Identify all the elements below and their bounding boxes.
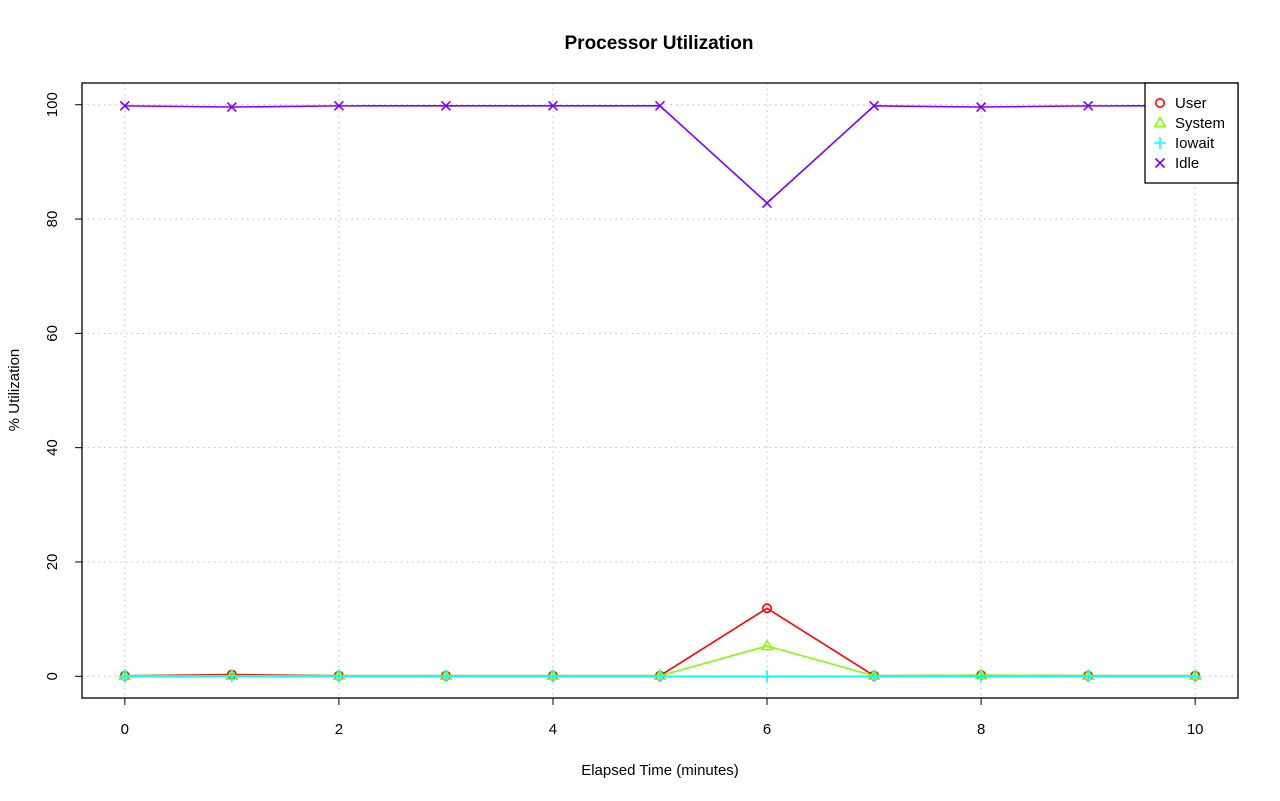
legend-idle-marker: [1154, 157, 1166, 169]
y-axis: 0 20 40 60 80 100: [44, 92, 83, 680]
x-axis: 0 2 4 6 8 10: [121, 697, 1204, 738]
legend-item-iowait: Iowait: [1154, 135, 1215, 152]
x-tick-label: 2: [335, 721, 343, 738]
series-idle-point: [654, 100, 666, 111]
series-lines: [118, 100, 1202, 683]
legend-item-system: System: [1153, 115, 1225, 132]
y-tick-label: 40: [44, 439, 61, 456]
y-tick-label: 0: [44, 672, 61, 680]
series-idle-point: [547, 100, 559, 111]
chart-title: Processor Utilization: [565, 33, 754, 54]
series-iowait-point: [975, 670, 988, 683]
x-axis-label: Elapsed Time (minutes): [581, 762, 739, 779]
series-idle-point: [440, 100, 451, 111]
legend-system-label: System: [1175, 115, 1225, 132]
y-axis-label: % Utilization: [6, 349, 23, 432]
series-idle-point: [119, 100, 130, 111]
legend-idle-label: Idle: [1175, 155, 1199, 172]
series-iowait-point: [225, 670, 238, 683]
y-tick-label: 60: [44, 325, 61, 342]
series-iowait-point: [1082, 670, 1095, 683]
series-iowait-point: [439, 670, 452, 683]
series-system-point: [760, 638, 774, 651]
series-iowait-point: [332, 670, 345, 683]
grid-lines: [82, 83, 1238, 698]
series-iowait-point: [761, 670, 774, 683]
series-user-point: [762, 603, 773, 614]
series-idle-point: [761, 197, 773, 209]
series-iowait-point: [868, 670, 881, 683]
series-idle-point: [1083, 100, 1094, 111]
plot-area-frame: [81, 82, 1239, 699]
legend-system-marker: [1153, 115, 1167, 128]
legend-user-marker: [1155, 98, 1166, 109]
series-user-line: [124, 607, 1196, 677]
legend-item-idle: Idle: [1154, 155, 1199, 172]
legend-box: [1144, 82, 1239, 184]
x-tick-label: 10: [1187, 721, 1204, 738]
series-idle-point: [976, 101, 987, 113]
series-idle-line: [124, 105, 1196, 205]
series-iowait-point: [546, 670, 559, 683]
series-user: [119, 603, 1201, 681]
y-tick-label: 20: [44, 554, 61, 571]
legend: User System Iowait Idle: [1144, 82, 1239, 184]
y-tick-label: 80: [44, 211, 61, 228]
legend-iowait-label: Iowait: [1175, 135, 1215, 152]
series-idle-point: [333, 100, 344, 111]
x-tick-label: 6: [763, 721, 771, 738]
legend-user-label: User: [1175, 95, 1207, 112]
x-tick-label: 0: [121, 721, 129, 738]
legend-item-user: User: [1155, 95, 1207, 112]
series-iowait-point: [1189, 670, 1202, 683]
x-tick-label: 4: [549, 721, 557, 738]
series-iowait-point: [118, 670, 131, 683]
x-tick-label: 8: [977, 721, 985, 738]
series-idle-point: [226, 101, 237, 113]
series-idle: [119, 100, 1201, 209]
series-idle-point: [869, 100, 880, 111]
series-iowait-point: [654, 670, 666, 683]
y-tick-label: 100: [44, 92, 61, 117]
legend-iowait-marker: [1154, 137, 1166, 149]
series-iowait: [118, 670, 1202, 683]
